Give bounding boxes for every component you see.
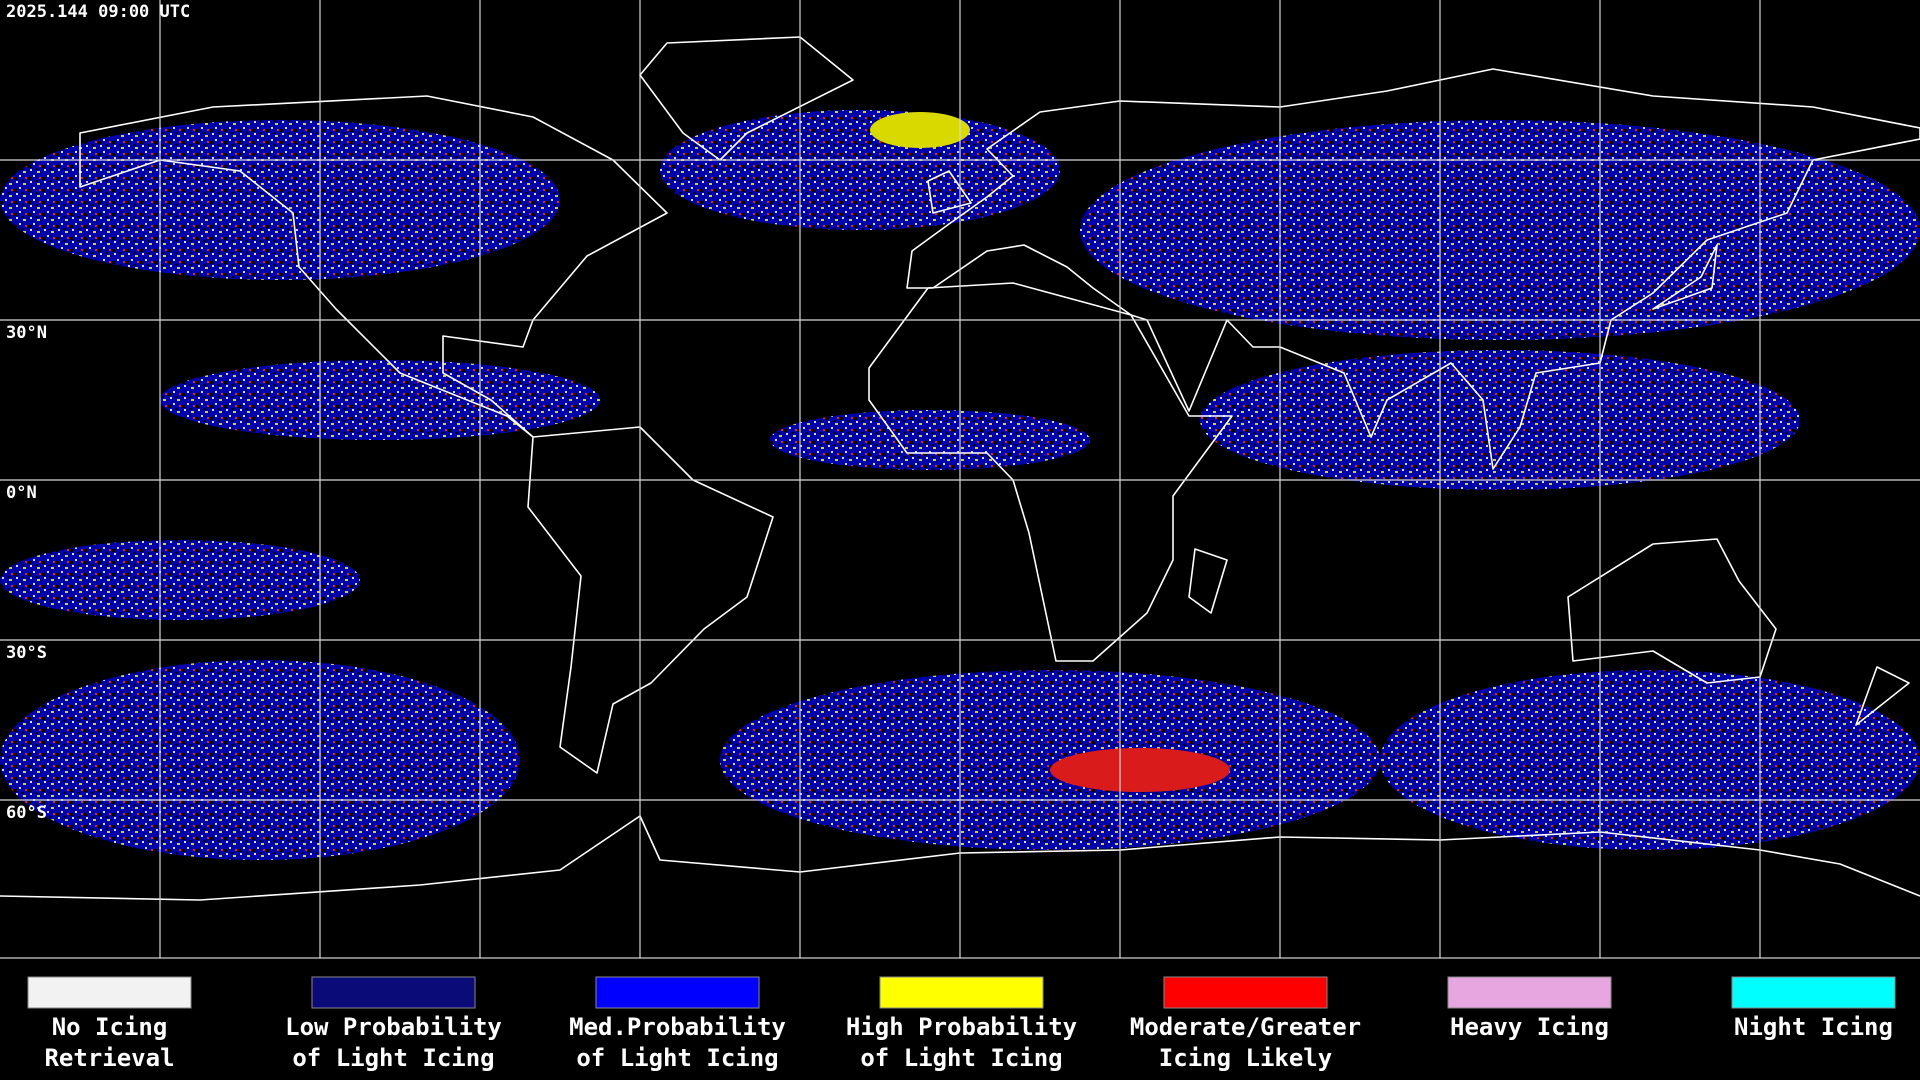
legend-swatch: [311, 976, 476, 1009]
icing-cloud: [1200, 350, 1800, 490]
latitude-label: 0°N: [6, 483, 37, 503]
coastline: [639, 36, 854, 161]
latitude-label: 30°S: [6, 643, 47, 663]
icing-cloud: [160, 360, 600, 440]
legend-label: of Light Icing: [860, 1044, 1062, 1072]
legend-swatch: [1447, 976, 1612, 1009]
icing-cloud: [1050, 748, 1230, 792]
legend-swatch: [879, 976, 1044, 1009]
legend-label: Icing Likely: [1159, 1044, 1332, 1072]
icing-cloud: [0, 660, 520, 860]
coastline: [1855, 666, 1910, 726]
coastline: [1567, 538, 1777, 684]
legend-swatch: [1163, 976, 1328, 1009]
coastline: [1188, 548, 1228, 614]
icing-cloud: [770, 410, 1090, 470]
coastline: [79, 95, 668, 438]
legend-swatch: [1731, 976, 1896, 1009]
coastline: [927, 170, 972, 214]
legend-label: Low Probability: [285, 1013, 502, 1041]
legend-swatch: [27, 976, 192, 1009]
icing-field: [0, 110, 1920, 860]
timestamp: 2025.144 09:00 UTC: [6, 2, 190, 22]
graticule: 30°N 0°N 30°S 60°S: [0, 0, 1920, 958]
legend-label: of Light Icing: [576, 1044, 778, 1072]
legend-label: High Probability: [846, 1013, 1077, 1041]
icing-cloud: [1380, 670, 1920, 850]
icing-cloud: [660, 110, 1060, 230]
legend-label: Med.Probability: [569, 1013, 786, 1041]
legend-label: Retrieval: [44, 1044, 174, 1072]
legend-swatch: [595, 976, 760, 1009]
legend-label: Heavy Icing: [1450, 1013, 1609, 1041]
legend: No Icing Retrieval Low Probability of Light…: [27, 976, 1896, 1072]
icing-cloud: [0, 120, 560, 280]
icing-cloud: [1080, 120, 1920, 340]
legend-label: Night Icing: [1734, 1013, 1893, 1041]
legend-label: No Icing: [52, 1013, 168, 1041]
legend-label: of Light Icing: [292, 1044, 494, 1072]
legend-label: Moderate/Greater: [1130, 1013, 1361, 1041]
coastline: [1652, 244, 1718, 310]
latitude-label: 30°N: [6, 323, 47, 343]
icing-cloud: [870, 112, 970, 148]
icing-cloud: [0, 540, 360, 620]
coastline: [527, 426, 774, 774]
latitude-label: 60°S: [6, 803, 47, 823]
icing-cloud: [720, 670, 1380, 850]
